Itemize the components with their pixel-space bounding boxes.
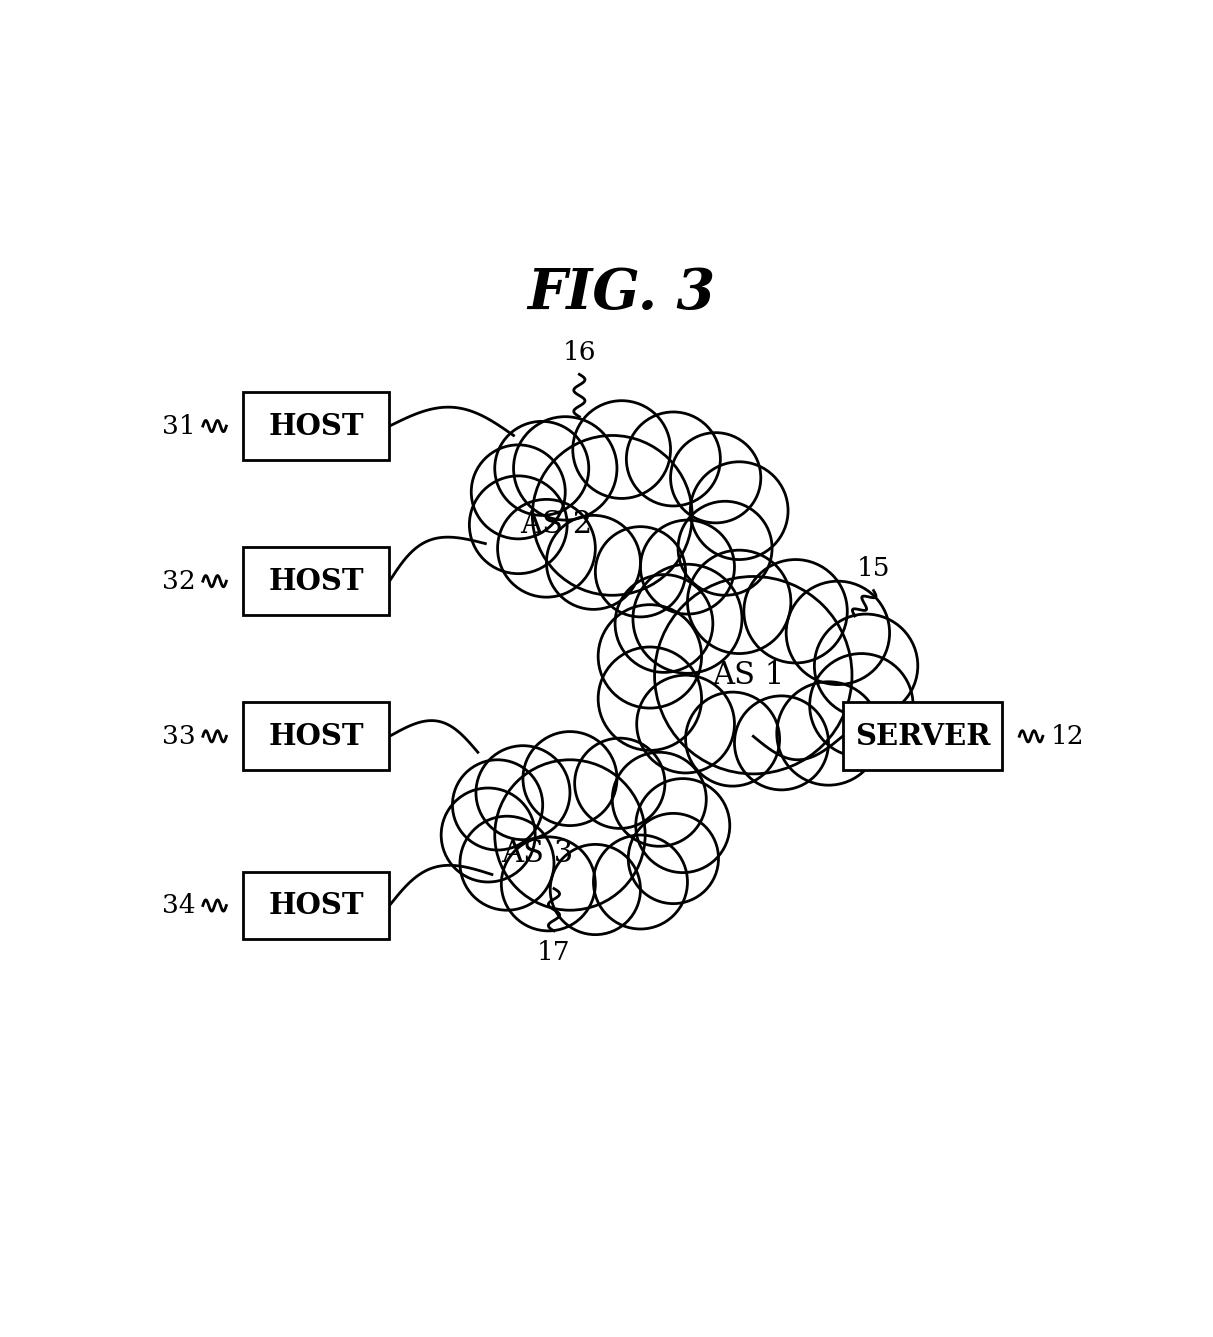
Circle shape: [678, 501, 771, 595]
Circle shape: [744, 560, 848, 663]
Circle shape: [573, 401, 671, 499]
Text: AS 3: AS 3: [501, 838, 574, 869]
Text: 34: 34: [161, 893, 195, 919]
Text: 17: 17: [537, 940, 571, 965]
FancyBboxPatch shape: [244, 702, 389, 770]
Circle shape: [655, 576, 852, 774]
Text: SERVER: SERVER: [855, 722, 990, 751]
Text: 15: 15: [856, 556, 890, 582]
Text: 16: 16: [563, 340, 596, 365]
Text: HOST: HOST: [268, 722, 364, 751]
Circle shape: [810, 654, 913, 757]
Circle shape: [513, 417, 617, 520]
Circle shape: [615, 575, 713, 673]
Circle shape: [598, 604, 701, 709]
Text: 12: 12: [1050, 723, 1084, 749]
Circle shape: [471, 445, 565, 539]
Circle shape: [469, 476, 568, 574]
Circle shape: [533, 436, 693, 595]
FancyBboxPatch shape: [244, 392, 389, 460]
Circle shape: [523, 731, 617, 825]
Text: HOST: HOST: [268, 412, 364, 441]
Text: 33: 33: [161, 723, 195, 749]
Circle shape: [598, 647, 701, 750]
Circle shape: [495, 421, 588, 515]
Circle shape: [460, 816, 554, 910]
Circle shape: [613, 753, 706, 846]
Circle shape: [628, 813, 718, 904]
Text: 31: 31: [161, 413, 195, 439]
Circle shape: [636, 778, 730, 873]
Circle shape: [637, 675, 735, 773]
Circle shape: [776, 682, 881, 785]
Circle shape: [495, 759, 645, 910]
Text: AS 1: AS 1: [712, 659, 785, 691]
Text: HOST: HOST: [268, 890, 364, 920]
Circle shape: [501, 837, 596, 931]
Circle shape: [814, 614, 918, 718]
Text: 32: 32: [161, 568, 195, 594]
Text: HOST: HOST: [268, 567, 364, 596]
Circle shape: [546, 515, 640, 610]
Text: AS 2: AS 2: [519, 509, 592, 540]
Circle shape: [475, 746, 570, 840]
Circle shape: [551, 845, 640, 935]
Circle shape: [671, 433, 761, 523]
Circle shape: [497, 500, 596, 598]
Text: FIG. 3: FIG. 3: [528, 266, 716, 321]
Circle shape: [688, 550, 791, 654]
Circle shape: [735, 695, 828, 790]
Circle shape: [640, 520, 735, 614]
Circle shape: [596, 527, 685, 616]
Circle shape: [593, 836, 688, 929]
Circle shape: [685, 693, 780, 786]
Circle shape: [690, 461, 788, 560]
FancyBboxPatch shape: [244, 547, 389, 615]
Circle shape: [452, 759, 542, 850]
FancyBboxPatch shape: [843, 702, 1002, 770]
Circle shape: [786, 582, 889, 685]
Circle shape: [633, 564, 742, 674]
Circle shape: [626, 412, 721, 505]
Circle shape: [442, 787, 535, 882]
Circle shape: [575, 738, 665, 829]
FancyBboxPatch shape: [244, 872, 389, 940]
